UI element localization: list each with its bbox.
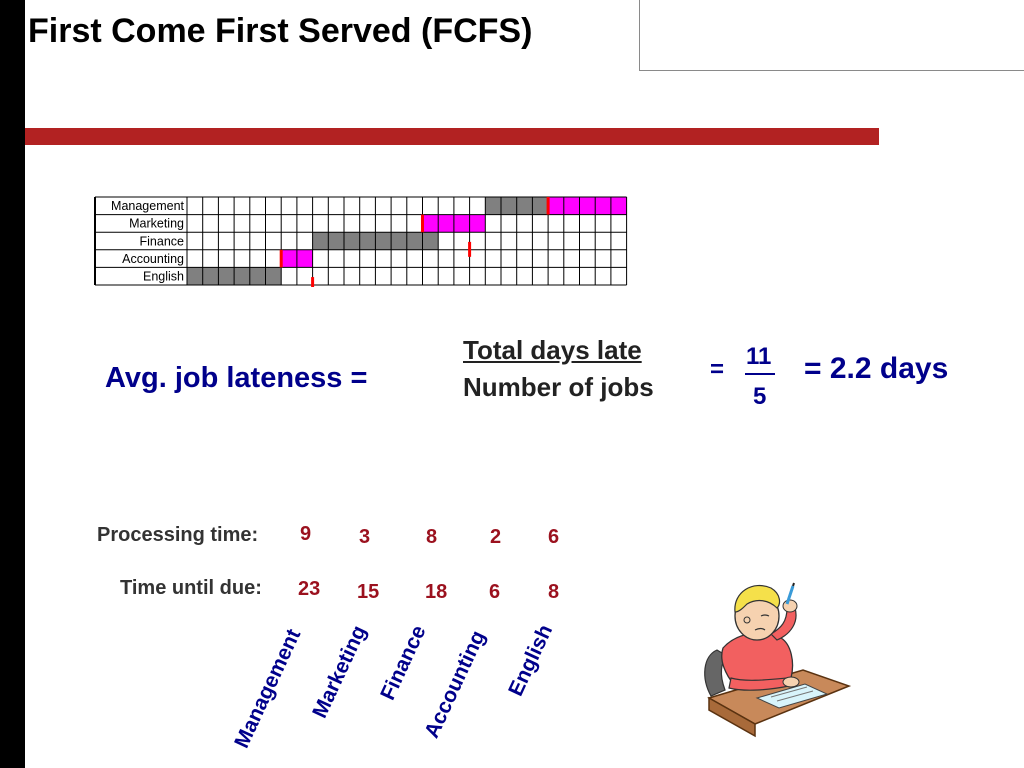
job-label-finance: Finance: [376, 621, 431, 704]
job-label-management: Management: [230, 625, 306, 752]
time-until-due-label: Time until due:: [120, 577, 262, 599]
processing-value: 8: [426, 526, 438, 548]
gantt-row-label: English: [143, 270, 184, 284]
gantt-late-bar: [548, 197, 627, 215]
formula-label: Avg. job lateness =: [105, 362, 368, 394]
due-value: 18: [425, 581, 448, 603]
processing-time-label: Processing time:: [97, 524, 259, 546]
gantt-row-label: Accounting: [122, 252, 184, 266]
formula-denominator: Number of jobs: [463, 372, 654, 402]
gantt-chart: Management Marketing Finance Accounting Engl…: [94, 196, 628, 287]
header-box: [639, 0, 1024, 71]
formula-numerator: Total days late: [463, 335, 642, 365]
gantt-row-label: Marketing: [129, 217, 184, 231]
processing-value: 3: [359, 526, 371, 548]
processing-value: 6: [548, 526, 560, 548]
job-label-marketing: Marketing: [308, 621, 372, 722]
gantt-row-label: Management: [111, 199, 184, 213]
formula-result: = 2.2 days: [804, 352, 949, 385]
due-value: 23: [298, 578, 321, 600]
due-value: 6: [489, 581, 501, 603]
equals-sign: =: [710, 356, 725, 383]
value-denominator: 5: [753, 383, 767, 410]
student-thinking-at-desk-icon: [695, 578, 855, 748]
due-value: 8: [548, 581, 560, 603]
value-numerator: 11: [746, 343, 772, 370]
processing-value: 2: [490, 526, 502, 548]
slide-title: First Come First Served (FCFS): [28, 12, 533, 50]
gantt-row-label: Finance: [140, 234, 185, 248]
title-divider: [25, 128, 879, 145]
job-label-english: English: [504, 621, 558, 700]
job-label-accounting: Accounting: [420, 627, 490, 742]
due-value: 15: [357, 581, 380, 603]
processing-value: 9: [300, 523, 312, 545]
fraction-bar: [745, 373, 775, 375]
left-accent-bar: [0, 0, 25, 768]
